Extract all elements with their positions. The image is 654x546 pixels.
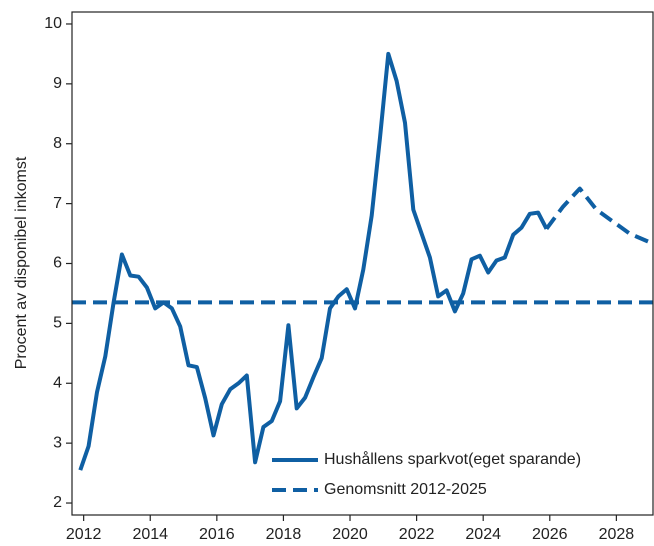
x-tick-label: 2016 [199,526,235,543]
y-tick-label: 9 [53,75,62,92]
x-tick-label: 2024 [465,526,501,543]
y-tick-label: 5 [53,315,62,332]
y-tick-label: 2 [53,494,62,511]
x-tick-label: 2028 [599,526,635,543]
series-line [544,186,654,246]
y-tick-label: 7 [53,195,62,212]
x-tick-label: 2020 [332,526,368,543]
plot-frame [71,11,654,516]
x-tick-label: 2026 [532,526,568,543]
x-tick-label: 2012 [66,526,102,543]
x-tick-label: 2018 [266,526,302,543]
series-line [78,51,549,471]
legend-label: Hushållens sparkvot(eget sparande) [324,450,581,468]
legend-label: Genomsnitt 2012-2025 [324,481,487,498]
y-axis-label: Procent av disponibel inkomst [13,156,30,369]
y-tick-label: 8 [53,135,62,152]
x-tick-label: 2022 [399,526,435,543]
y-tick-label: 3 [53,434,62,451]
y-tick-label: 4 [53,374,62,391]
y-tick-label: 6 [53,255,62,272]
x-tick-label: 2014 [132,526,168,543]
y-tick-label: 10 [44,15,62,32]
